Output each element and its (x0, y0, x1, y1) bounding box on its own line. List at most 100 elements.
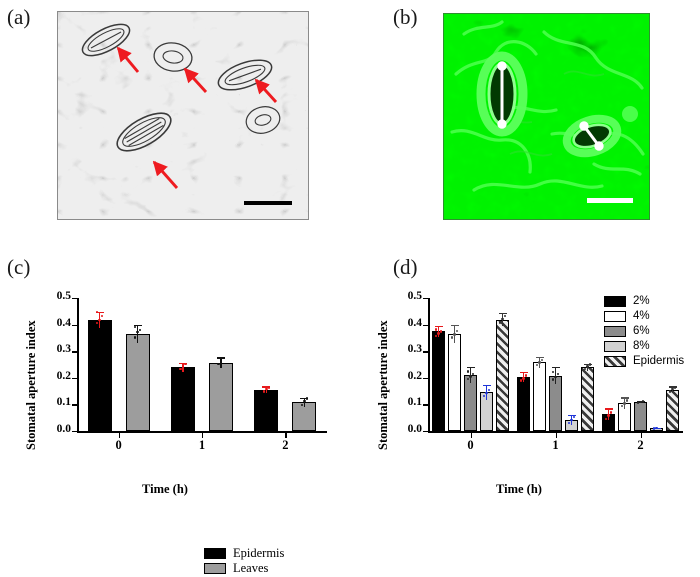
legend-swatch (204, 563, 226, 574)
data-point (554, 375, 557, 378)
data-point (265, 387, 268, 391)
panel-label-a: (a) (7, 5, 31, 29)
legend-label: Epidermis (233, 546, 285, 560)
error-bar-cap (668, 386, 677, 388)
error-bar-cap (262, 386, 271, 388)
data-point (607, 414, 610, 417)
legend-item: 2% (604, 295, 684, 308)
data-point (466, 370, 470, 373)
data-point (524, 374, 528, 377)
error-bar-cap (583, 363, 592, 365)
legend-swatch (604, 341, 626, 352)
brightfield-micrograph-panel-a (57, 11, 309, 220)
x-axis-line (77, 431, 327, 433)
data-point (434, 328, 438, 331)
y-axis-tick-mark (72, 377, 78, 380)
data-point (305, 397, 309, 400)
y-axis-tick-mark (72, 324, 78, 326)
error-bar (469, 366, 472, 383)
data-point (604, 417, 608, 420)
bar (496, 319, 509, 431)
red-arrow-icon (116, 46, 278, 189)
x-axis-tick-label: 2 (282, 438, 289, 452)
data-point (639, 400, 642, 404)
x-axis-line (428, 431, 683, 433)
x-axis-tick-mark (118, 433, 121, 438)
y-axis-tick-mark (72, 351, 78, 353)
data-point (570, 418, 573, 422)
data-point (469, 375, 472, 378)
error-bar-cap (482, 384, 491, 387)
data-point (471, 372, 475, 376)
panel-label-d: (d) (393, 255, 418, 279)
data-point (503, 314, 507, 318)
y-axis-tick-label: 0.5 (56, 290, 71, 302)
error-bar-cap (466, 366, 475, 368)
bar (292, 402, 317, 431)
x-axis-tick-mark (555, 433, 557, 438)
legend-label: 6% (633, 325, 650, 337)
data-point (453, 333, 456, 336)
error-bar (220, 357, 222, 368)
data-point (485, 392, 488, 395)
bar-chart-panel-c: Stomatal aperture index Time (h) Epiderm… (0, 250, 350, 575)
fluorescence-micrograph-panel-b (443, 13, 650, 220)
legend-item: 6% (604, 325, 684, 338)
data-point (267, 386, 271, 389)
data-point (222, 356, 225, 360)
data-point (437, 332, 440, 335)
data-point (98, 318, 101, 321)
y-axis-tick-mark (423, 404, 429, 406)
data-point (501, 318, 504, 321)
data-point (652, 427, 656, 430)
y-axis-tick-mark (423, 431, 429, 433)
legend-swatch (604, 326, 626, 337)
data-point (136, 330, 139, 334)
y-axis-tick-mark (72, 404, 78, 406)
legend-label: 2% (633, 295, 650, 307)
legend-item: Epidermis (604, 355, 684, 368)
bar (581, 367, 594, 431)
y-axis-tick-label: 0.2 (407, 369, 422, 382)
data-point (655, 426, 658, 430)
data-point (586, 365, 589, 368)
panel-label-c: (c) (7, 255, 31, 279)
y-axis-tick-mark (423, 377, 429, 380)
data-point (179, 368, 182, 371)
y-axis-tick-label: 0.2 (56, 369, 71, 382)
x-axis-tick-label: 0 (467, 438, 474, 452)
data-point (101, 314, 104, 318)
x-axis-tick-label: 1 (198, 438, 206, 452)
y-axis-line (428, 298, 430, 431)
data-point (620, 404, 624, 408)
bar (209, 362, 233, 431)
data-point (300, 403, 303, 407)
panel-label-b: (b) (393, 5, 418, 29)
x-axis-tick-label: 1 (552, 438, 559, 452)
data-point (181, 365, 185, 369)
error-bar-cap (519, 371, 528, 373)
data-point (540, 358, 544, 361)
data-point (588, 363, 592, 366)
data-point (95, 322, 99, 325)
x-axis-tick-mark (640, 433, 642, 438)
error-bar-cap (217, 357, 225, 359)
legend-swatch (604, 356, 626, 367)
legend-panel-c: Epidermis Leaves (204, 547, 284, 577)
data-point (262, 390, 265, 393)
data-point (551, 378, 555, 381)
error-bar-cap (620, 397, 629, 399)
error-bar-cap (133, 324, 142, 326)
bar (448, 333, 461, 431)
bar (432, 331, 445, 431)
legend-item: 8% (604, 340, 684, 353)
data-point (217, 362, 220, 366)
bar (666, 389, 679, 431)
data-point (487, 388, 491, 392)
legend-item: Epidermis (204, 547, 284, 560)
legend-label: Leaves (233, 561, 269, 575)
legend-item: 4% (604, 310, 684, 323)
legend-label: 4% (633, 310, 650, 322)
legend-panel-d: 2% 4% 6% 8% Epidermis (604, 295, 684, 370)
scale-bar-a (244, 201, 292, 205)
